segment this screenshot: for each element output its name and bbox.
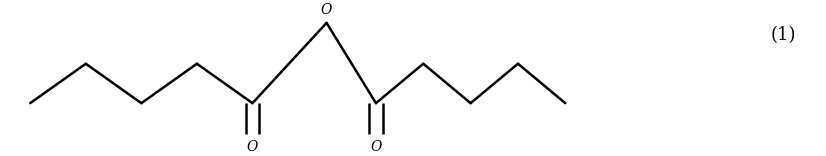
Text: (1): (1) [771,26,795,44]
Text: O: O [247,140,259,154]
Text: O: O [370,140,382,154]
Text: O: O [320,3,332,17]
